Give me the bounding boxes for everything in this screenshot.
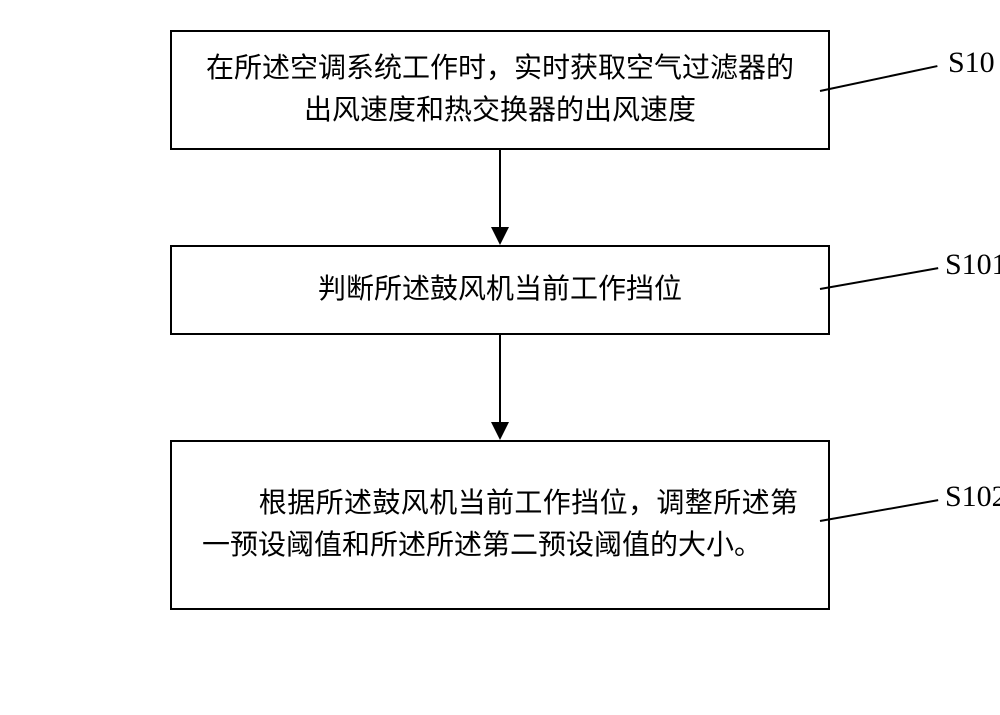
arrow-connector-2 bbox=[80, 335, 920, 440]
step-label-s101: S101 bbox=[945, 248, 1000, 282]
step-box-s102: 根据所述鼓风机当前工作挡位，调整所述第一预设阈值和所述所述第二预设阈值的大小。 bbox=[170, 440, 830, 610]
step-text-s101: 判断所述鼓风机当前工作挡位 bbox=[318, 269, 682, 311]
flowchart-container: 在所述空调系统工作时，实时获取空气过滤器的出风速度和热交换器的出风速度 判断所述… bbox=[80, 30, 920, 610]
leader-line-s101 bbox=[820, 267, 939, 290]
step-label-s102: S102 bbox=[945, 480, 1000, 514]
arrow-head-icon bbox=[491, 422, 509, 440]
leader-line-s102 bbox=[820, 499, 939, 522]
arrow-stem bbox=[499, 335, 501, 422]
step-box-s10: 在所述空调系统工作时，实时获取空气过滤器的出风速度和热交换器的出风速度 bbox=[170, 30, 830, 150]
step-text-s102: 根据所述鼓风机当前工作挡位，调整所述第一预设阈值和所述所述第二预设阈值的大小。 bbox=[202, 483, 798, 567]
step-text-s10: 在所述空调系统工作时，实时获取空气过滤器的出风速度和热交换器的出风速度 bbox=[202, 48, 798, 132]
step-label-s10: S10 bbox=[948, 46, 995, 80]
arrow-stem bbox=[499, 150, 501, 227]
step-box-s101: 判断所述鼓风机当前工作挡位 bbox=[170, 245, 830, 335]
arrow-connector-1 bbox=[80, 150, 920, 245]
arrow-head-icon bbox=[491, 227, 509, 245]
leader-line-s10 bbox=[820, 65, 938, 92]
